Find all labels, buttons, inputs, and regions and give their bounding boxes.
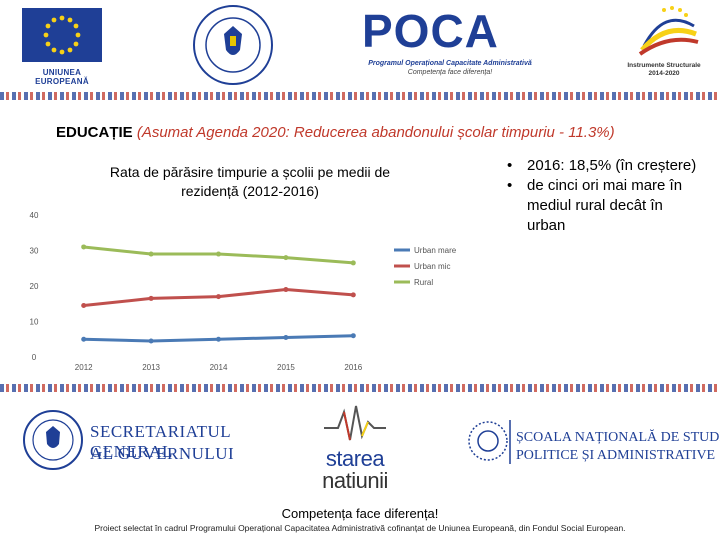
data-point [350, 292, 356, 298]
structural-instruments-logo: Instrumente Structurale 2014-2020 [616, 2, 712, 84]
bullet-dot-icon: • [507, 157, 513, 174]
bullet-item: • 2016: 18,5% (în creștere) [507, 157, 697, 174]
chart-title: Rata de părăsire timpurie a școlii pe me… [109, 164, 391, 199]
data-point [216, 251, 221, 257]
bullet-list: • 2016: 18,5% (în creștere) • de cinci ori… [505, 156, 705, 236]
snspa-name-line2: POLITICE ȘI ADMINISTRATIVE [516, 448, 716, 463]
legend-label: Urban mic [414, 262, 450, 271]
y-tick-label: 20 [30, 282, 39, 291]
data-point [283, 334, 289, 340]
data-point [283, 255, 289, 261]
decorative-band-bottom [0, 384, 720, 392]
y-tick-label: 40 [30, 211, 39, 220]
sgg-name-line2: AL GUVERNULUI [90, 444, 235, 463]
structural-instruments-label: Instrumente Structurale [627, 62, 701, 69]
snspa-emblem-icon [468, 420, 511, 464]
line-chart: 0 10 20 30 40 2012 2013 2014 2015 2016 Urban mare U… [30, 211, 457, 372]
decorative-band-top [0, 92, 720, 100]
data-point [81, 336, 87, 342]
poca-motto: Competența face diferența! [407, 69, 493, 76]
sgg-name-line1: SECRETARIATUL GENERAL [90, 422, 231, 461]
headline-subtitle: (Asumat Agenda 2020: Reducerea abandonul… [136, 124, 615, 141]
sgg-logo: SECRETARIATUL GENERAL AL GUVERNULUI [22, 402, 252, 482]
data-point [148, 251, 154, 257]
data-point [350, 333, 356, 339]
snspa-logo: ȘCOALA NAȚIONALĂ DE STUDII POLITICE ȘI A… [466, 408, 720, 478]
data-point [283, 287, 289, 293]
footer-motto: Competența face diferența! [281, 506, 439, 521]
y-tick-label: 10 [30, 318, 39, 327]
eu-label: UNIUNEA EUROPEANĂ [35, 68, 89, 86]
x-tick-label: 2014 [210, 363, 228, 372]
x-tick-label: 2015 [277, 363, 295, 372]
data-point [148, 295, 154, 301]
government-seal-small-icon [23, 410, 83, 470]
x-tick-label: 2012 [75, 363, 93, 372]
headline-main: EDUCAȚIE [56, 124, 133, 141]
slide-headline: EDUCAȚIE (Asumat Agenda 2020: Reducerea … [56, 124, 615, 141]
bullet-item: • de cinci ori mai mare în mediul rural d… [507, 177, 683, 234]
eu-flag-icon [22, 8, 102, 62]
starea-natiunii-logo: starea natiunii [310, 402, 400, 494]
data-point [216, 336, 221, 342]
poca-program-name: Programul Operațional Capacitate Adminis… [368, 60, 532, 67]
y-tick-label: 30 [30, 247, 39, 256]
government-seal-icon [192, 4, 274, 86]
starea-word: starea [325, 446, 385, 471]
legend-label: Rural [414, 278, 433, 287]
natiunii-word: natiunii [322, 468, 388, 493]
data-point [81, 244, 87, 250]
eu-logo: UNIUNEA EUROPEANĂ [18, 6, 106, 86]
data-point [216, 294, 221, 300]
data-point [81, 303, 87, 309]
legend-label: Urban mare [414, 246, 457, 255]
poca-title: POCA [362, 5, 499, 57]
pulse-wave-icon [324, 405, 386, 441]
data-point [148, 338, 154, 344]
x-tick-label: 2016 [344, 363, 362, 372]
snspa-name-line1: ȘCOALA NAȚIONALĂ DE STUDII [516, 430, 720, 445]
footer-note: Proiect selectat în cadrul Programului O… [94, 523, 626, 533]
poca-logo: POCA Programul Operațional Capacitate Ad… [360, 4, 540, 82]
structural-instruments-years: 2014-2020 [648, 70, 680, 77]
bullet-dot-icon: • [507, 177, 513, 194]
structural-instruments-icon [638, 6, 699, 56]
data-point [350, 260, 356, 266]
y-tick-label: 0 [32, 353, 37, 362]
x-tick-label: 2013 [142, 363, 160, 372]
